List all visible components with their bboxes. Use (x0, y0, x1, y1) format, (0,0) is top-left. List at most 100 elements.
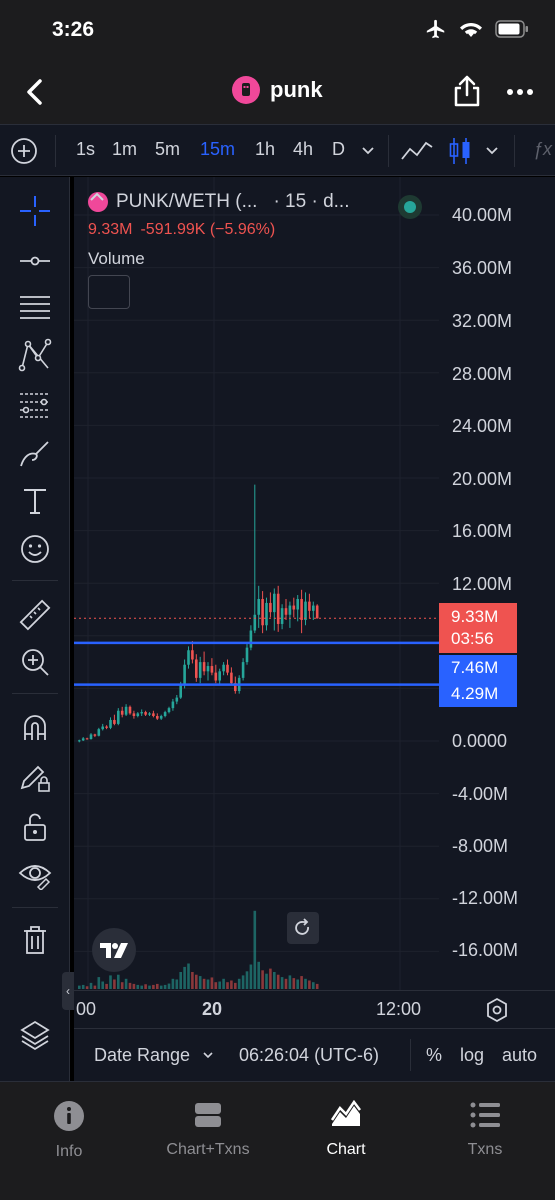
tab-chart-txns[interactable]: Chart+Txns (153, 1100, 263, 1159)
candle-body (159, 716, 163, 719)
candle-body (179, 684, 182, 698)
pattern-tool[interactable] (17, 337, 53, 373)
volume-bar (312, 982, 315, 989)
candle-body (81, 738, 85, 741)
horizontal-line-tool[interactable] (17, 243, 53, 279)
back-arrow-icon[interactable] (20, 76, 50, 108)
volume-bar (315, 983, 319, 989)
volume-bar (101, 981, 104, 989)
volume-bar (117, 974, 120, 989)
hide-drawings-tool[interactable] (17, 857, 53, 893)
brush-tool[interactable] (17, 435, 53, 471)
add-symbol-icon[interactable] (10, 137, 38, 165)
status-icons (425, 18, 529, 40)
magnet-icon (24, 715, 46, 740)
clock-display[interactable]: 06:26:04 (UTC-6) (239, 1045, 380, 1065)
tab-txns[interactable]: Txns (430, 1100, 540, 1159)
volume-bar (187, 963, 190, 989)
fib-tool[interactable] (17, 387, 53, 423)
candle-body (124, 706, 128, 715)
trash-icon (24, 926, 46, 954)
volume-bar (269, 968, 272, 989)
volume-bar (273, 972, 276, 989)
object-tree-tool[interactable] (17, 1017, 53, 1053)
settings-icon[interactable] (484, 997, 510, 1023)
share-icon[interactable] (452, 74, 482, 108)
time-tick: 20 (202, 999, 223, 1019)
volume-bar (276, 974, 280, 989)
reset-chart-button[interactable] (287, 912, 319, 944)
tab-info[interactable]: Info (14, 1100, 124, 1161)
interval-chevron-down-icon[interactable] (360, 145, 376, 157)
volume-bar (159, 985, 163, 989)
wifi-icon (460, 23, 482, 37)
log-toggle[interactable]: log (460, 1045, 485, 1065)
candle-body (230, 672, 233, 684)
unlock-tool[interactable] (17, 809, 53, 845)
interval-d[interactable]: D (332, 139, 345, 159)
parallel-lines-icon (20, 296, 50, 319)
volume-bar (128, 982, 132, 989)
reset-icon (295, 918, 309, 935)
candle-body (312, 605, 315, 611)
interval-1m[interactable]: 1m (112, 139, 138, 159)
interval-15m[interactable]: 15m (200, 139, 236, 159)
time-axis[interactable]: 00 20 12:00 (74, 990, 555, 1028)
volume-bar (85, 986, 89, 989)
candle-body (167, 708, 171, 713)
date-range-button[interactable]: Date Range (94, 1045, 191, 1065)
volume-bar (202, 978, 206, 989)
zoom-in-icon (22, 649, 49, 676)
candlestick-chart[interactable] (74, 177, 555, 990)
chart-icon (330, 1099, 361, 1126)
collapse-toolbar-button[interactable]: ‹ (62, 972, 74, 1010)
legend-collapse-button[interactable] (88, 192, 130, 309)
zoom-tool[interactable] (17, 644, 53, 680)
percent-toggle[interactable]: % (426, 1045, 443, 1065)
status-bar: 3:26 (0, 0, 555, 60)
interval-5m[interactable]: 5m (155, 139, 181, 159)
candle-body (273, 593, 276, 613)
volume-bar (109, 975, 112, 989)
chart-type-chevron-down-icon[interactable] (484, 145, 500, 157)
parallel-channel-tool[interactable] (17, 290, 53, 326)
volume-bar (292, 978, 296, 989)
price-tick: 32.00M (452, 311, 513, 331)
interval-1s[interactable]: 1s (76, 139, 96, 159)
volume-bar (230, 980, 233, 989)
chart-pane[interactable]: PUNK/WETH (... · 15 · d... 9.33M -591.99… (74, 177, 555, 990)
interval-4h[interactable]: 4h (293, 139, 314, 159)
delete-tool[interactable] (17, 922, 53, 958)
auto-toggle[interactable]: auto (502, 1045, 538, 1065)
market-status-icon[interactable] (398, 195, 422, 219)
tab-chart[interactable]: Chart (291, 1099, 401, 1159)
candle-body (276, 593, 280, 624)
volume-bar (175, 979, 179, 989)
emoji-tool[interactable] (17, 531, 53, 567)
date-range-chevron-down-icon[interactable] (202, 1051, 214, 1061)
page-title: punk (270, 77, 323, 102)
lock-drawings-tool[interactable] (17, 759, 53, 795)
tradingview-logo[interactable] (92, 928, 136, 972)
legend-symbol-row: PUNK/WETH (... · 15 · d... (88, 191, 349, 213)
indicators-button[interactable]: ƒx (533, 139, 553, 159)
volume-bar (218, 981, 221, 989)
text-tool[interactable] (17, 483, 53, 519)
candles-icon[interactable] (448, 135, 472, 167)
list-icon (470, 1102, 500, 1128)
candle-body (93, 734, 97, 736)
candle-body (144, 712, 147, 715)
line-chart-icon[interactable] (400, 137, 434, 165)
bottom-tab-bar: Info Chart+Txns Chart Txns (0, 1081, 555, 1200)
interval-1h[interactable]: 1h (255, 139, 276, 159)
volume-bar (105, 983, 108, 989)
measure-tool[interactable] (17, 597, 53, 633)
candle-body (117, 710, 120, 724)
candle-body (89, 734, 93, 740)
more-icon[interactable] (505, 80, 535, 104)
magnet-tool[interactable] (17, 710, 53, 746)
candle-body (132, 713, 136, 717)
ruler-icon (19, 599, 51, 631)
volume-bar (253, 910, 257, 989)
crosshair-tool[interactable] (17, 193, 53, 229)
